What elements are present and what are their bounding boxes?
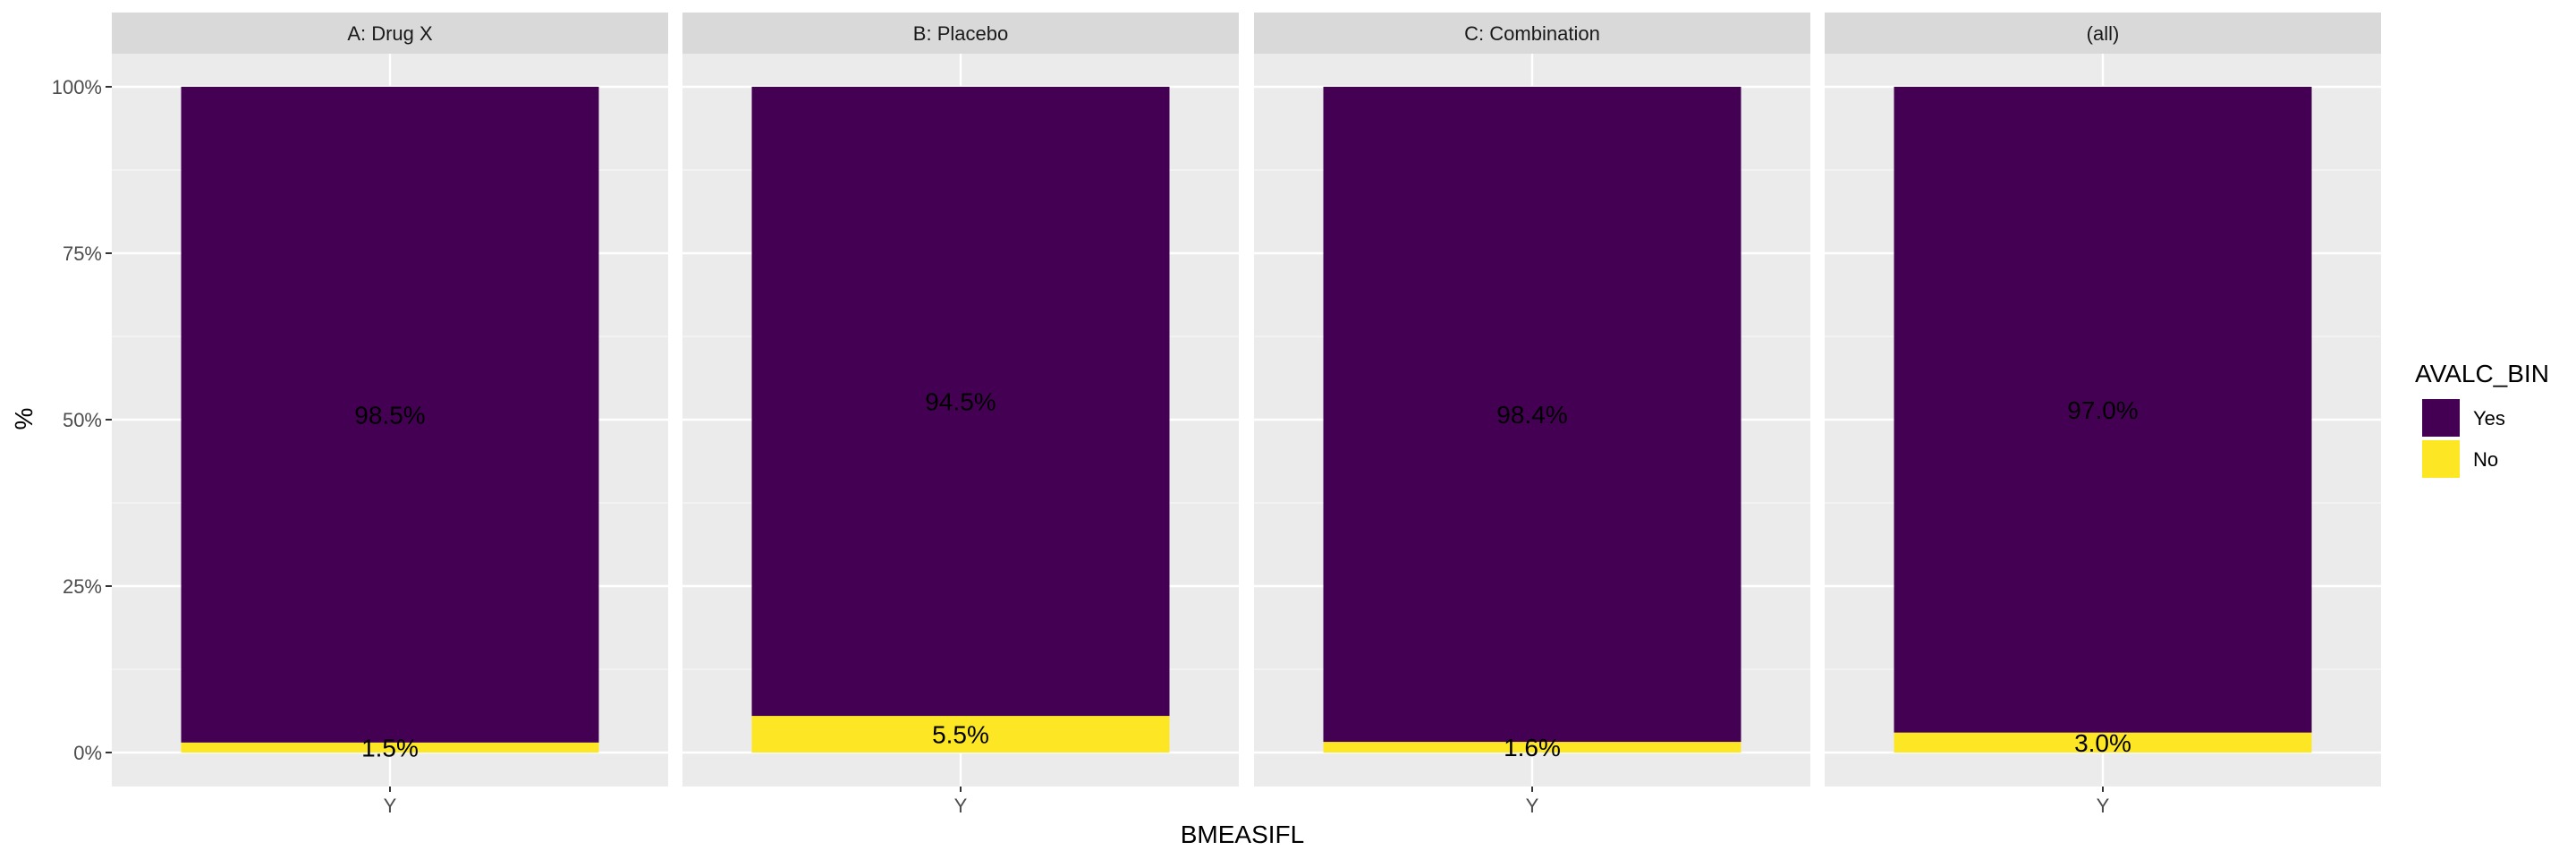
facet-panel: A: Drug X 1.5% 98.5% Y — [112, 13, 668, 817]
data-label: 98.4% — [1496, 401, 1567, 429]
data-label: 5.5% — [932, 721, 989, 749]
y-tick-label: 75% — [63, 242, 102, 265]
y-tick-label: 25% — [63, 575, 102, 598]
legend-title: AVALC_BIN — [2415, 360, 2549, 387]
facet-strip-label: (all) — [2087, 22, 2120, 45]
y-axis-title: % — [10, 408, 38, 430]
facet-panels: A: Drug X1.5%98.5%YB: Placebo5.5%94.5%YC… — [112, 13, 2381, 817]
facet-strip — [1254, 13, 1810, 54]
bar-segment-yes — [1894, 87, 2312, 733]
x-tick-label: Y — [954, 795, 968, 817]
bar-segment-no — [751, 716, 1170, 753]
data-label: 94.5% — [925, 388, 996, 416]
data-label: 98.5% — [354, 401, 425, 429]
data-label: 1.6% — [1504, 734, 1561, 761]
facet-panel: (all) 3.0% 97.0% Y — [1825, 13, 2381, 817]
bar-segment-no — [181, 742, 599, 753]
facet-panel: C: Combination 1.6% 98.4% Y — [1254, 13, 1810, 817]
data-label: 3.0% — [2074, 729, 2131, 757]
facet-strip-label: B: Placebo — [913, 22, 1008, 45]
legend: AVALC_BIN Yes No — [2415, 360, 2549, 478]
x-axis-title: BMEASIFL — [1181, 821, 1304, 848]
y-tick-label: 0% — [73, 742, 102, 764]
x-tick-label: Y — [384, 795, 397, 817]
facet-strip — [682, 13, 1239, 54]
x-tick-label: Y — [1526, 795, 1539, 817]
bar-segment-yes — [751, 87, 1170, 717]
bar-segment-yes — [1323, 87, 1741, 743]
legend-key-yes — [2422, 399, 2460, 437]
bar-segment-no — [1323, 742, 1741, 753]
bar-segment-yes — [181, 87, 599, 743]
data-label: 97.0% — [2067, 396, 2138, 424]
y-tick-label: 50% — [63, 409, 102, 431]
facet-panel: B: Placebo 5.5% 94.5% Y — [682, 13, 1239, 817]
facet-strip-label: A: Drug X — [347, 22, 433, 45]
x-tick-label: Y — [2097, 795, 2110, 817]
legend-label: Yes — [2473, 407, 2505, 430]
y-tick-label: 100% — [52, 76, 102, 98]
y-axis: 0% 25% 50% 75% 100% — [52, 76, 112, 764]
facet-strip — [1825, 13, 2381, 54]
legend-key-no — [2422, 440, 2460, 478]
facet-strip — [112, 13, 668, 54]
facet-strip-label: C: Combination — [1464, 22, 1600, 45]
data-label: 1.5% — [361, 734, 419, 761]
legend-label: No — [2473, 448, 2498, 471]
bar-segment-no — [1894, 732, 2312, 753]
